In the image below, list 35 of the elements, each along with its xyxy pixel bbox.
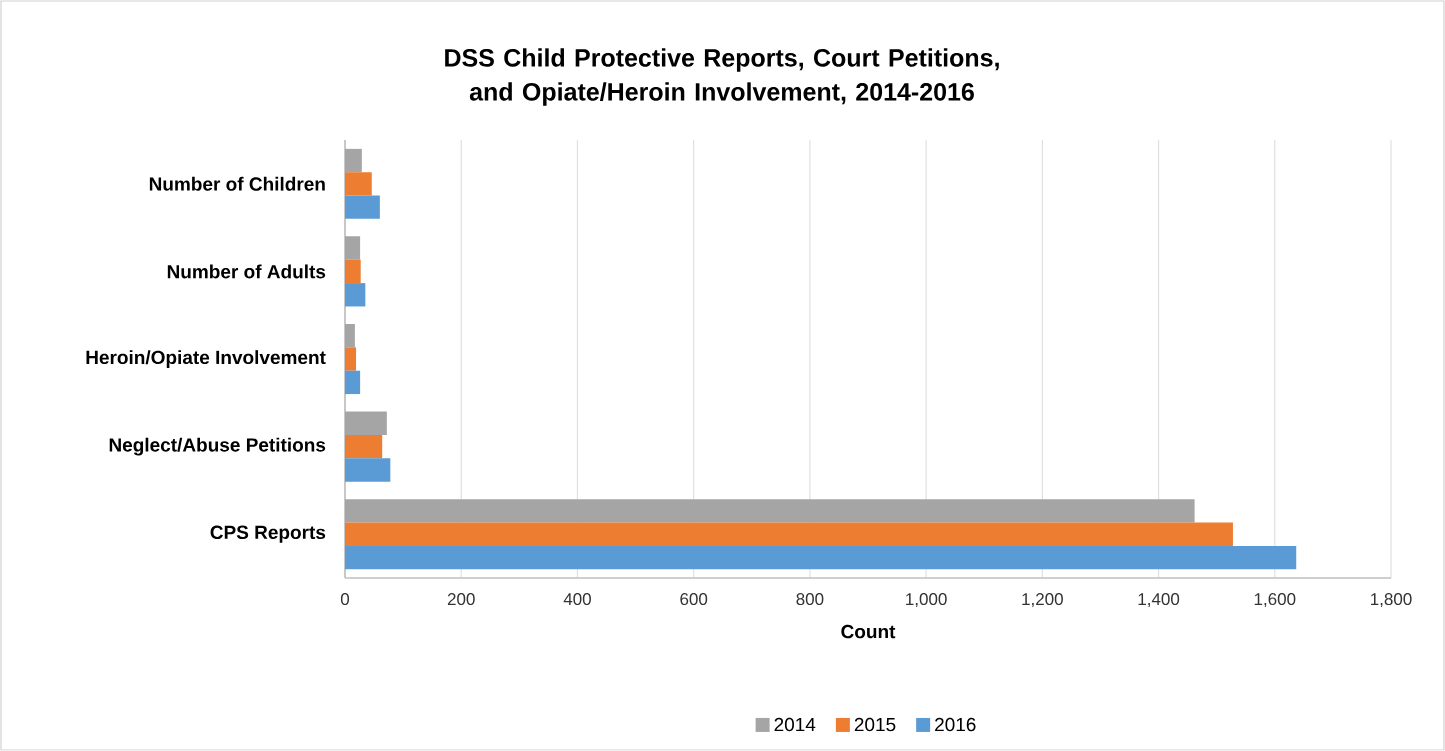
y-tick-label: Number of Children: [149, 176, 325, 191]
bar: [345, 370, 361, 395]
legend-label: 2016: [935, 717, 976, 732]
x-tick-label: 1,200: [1022, 593, 1063, 608]
bar: [345, 522, 1233, 546]
bar: [345, 283, 366, 307]
x-tick-label: 800: [796, 593, 824, 606]
bar: [345, 411, 387, 435]
legend-label: 2015: [854, 717, 896, 732]
x-tick-label: 1,400: [1138, 593, 1180, 608]
bar: [345, 347, 357, 371]
y-tick-label: Number of Adults: [167, 264, 326, 279]
bar: [345, 434, 383, 459]
bar: [345, 323, 355, 348]
x-axis-title: Count: [841, 624, 896, 639]
x-tick-label: 1,800: [1371, 593, 1412, 608]
bar: [345, 195, 380, 219]
bar: [345, 148, 362, 173]
bar: [345, 458, 391, 482]
bar: [345, 172, 372, 196]
x-tick-label: 600: [680, 593, 708, 606]
x-tick-label: 0: [340, 593, 350, 606]
legend-label: 2014: [774, 717, 816, 732]
bar: [345, 259, 361, 284]
bar: [345, 499, 1195, 523]
x-tick-label: 1,000: [906, 593, 947, 608]
chart-title: DSS Child Protective Reports, Court Petitions, and Opiate/Heroin Involvement, 2014-2016: [445, 48, 999, 106]
bar: [345, 236, 361, 260]
bar: [345, 545, 1297, 570]
x-tick-label: 200: [447, 593, 475, 606]
x-tick-label: 1,600: [1254, 593, 1296, 608]
x-tick-label: 400: [563, 593, 591, 606]
y-tick-label: Heroin/Opiate Involvement: [86, 350, 326, 368]
y-tick-label: Neglect/Abuse Petitions: [109, 437, 326, 456]
y-tick-label: CPS Reports: [210, 525, 326, 543]
